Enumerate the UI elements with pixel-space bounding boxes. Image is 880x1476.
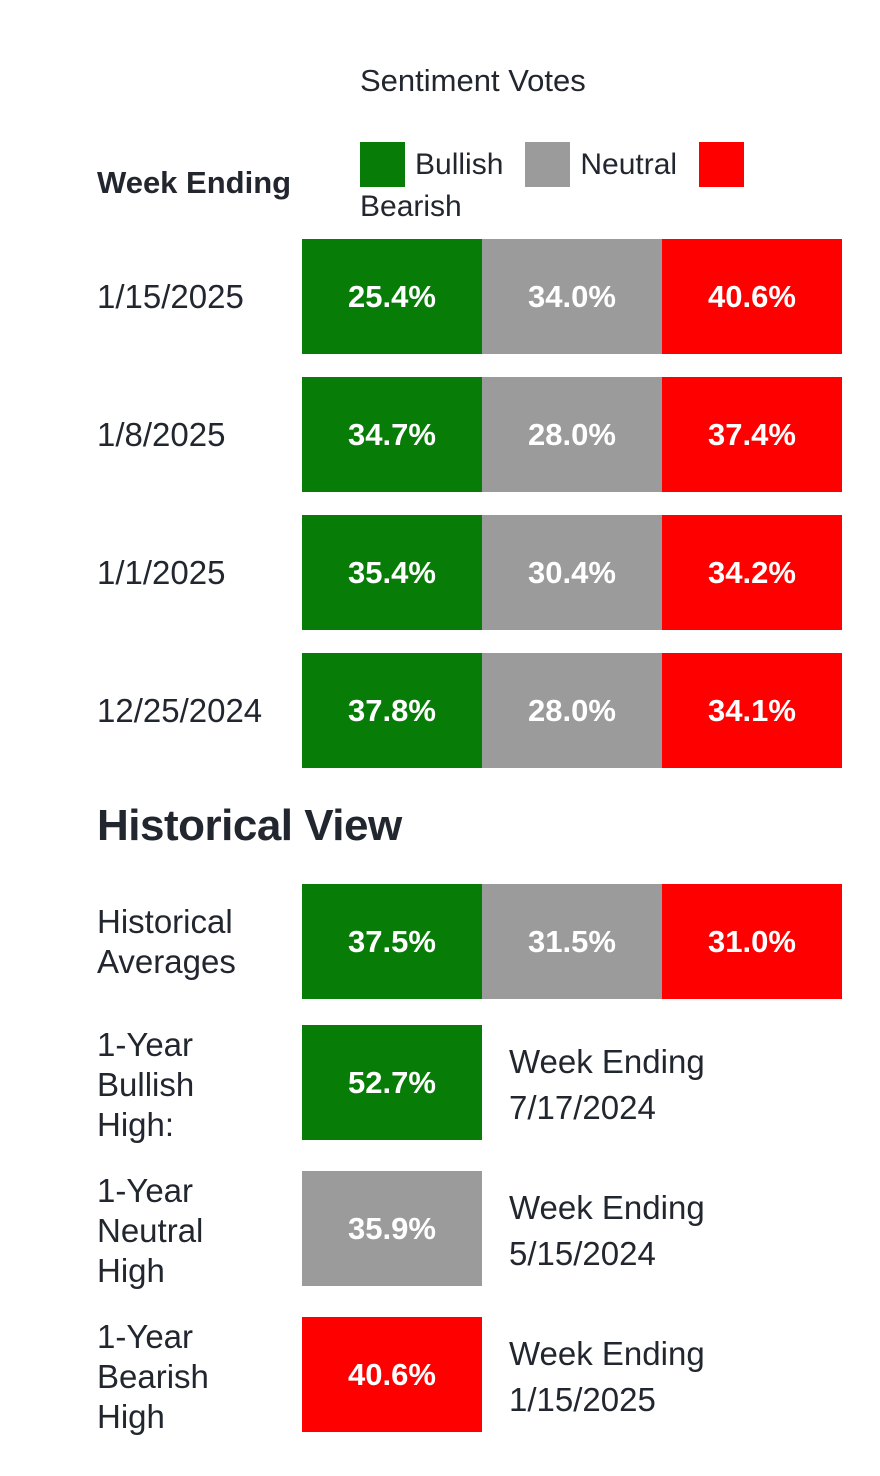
note-date: 1/15/2025: [509, 1381, 656, 1418]
bullish-segment: 34.7%: [302, 377, 482, 492]
one-year-bullish-high-label: 1-Year Bullish High:: [97, 1026, 195, 1143]
neutral-high-block: 35.9%: [302, 1171, 482, 1286]
neutral-high-week-note: Week Ending 5/15/2024: [509, 1171, 705, 1291]
one-year-bearish-high-label: 1-Year Bearish High: [97, 1318, 209, 1435]
bearish-legend-swatch-icon: [699, 142, 745, 187]
sentiment-bar: 35.4% 30.4% 34.2%: [302, 515, 842, 630]
sentiment-bar: 25.4% 34.0% 40.6%: [302, 239, 842, 354]
neutral-legend-label: Neutral: [580, 147, 678, 181]
bullish-legend-swatch-icon: [360, 142, 405, 187]
weekly-row: 1/15/2025 25.4% 34.0% 40.6%: [97, 239, 842, 354]
legend-row: Week Ending Bullish Neutral Bearish: [97, 142, 842, 224]
bearish-segment: 34.1%: [662, 653, 842, 768]
note-line: Week Ending: [509, 1335, 705, 1372]
note-line: Week Ending: [509, 1043, 705, 1080]
legend: Bullish Neutral Bearish: [360, 142, 780, 224]
note-line: Week Ending: [509, 1189, 705, 1226]
bearish-segment: 40.6%: [662, 239, 842, 354]
week-ending-column-header: Week Ending: [97, 165, 292, 200]
historical-view-heading: Historical View: [97, 801, 402, 850]
weekly-rows: 1/15/2025 25.4% 34.0% 40.6% 1/8/2025 34.…: [97, 239, 842, 768]
header: Sentiment Votes: [97, 62, 842, 100]
one-year-neutral-high-label: 1-Year Neutral High: [97, 1172, 204, 1289]
sentiment-bar: 37.8% 28.0% 34.1%: [302, 653, 842, 768]
bearish-segment: 37.4%: [662, 377, 842, 492]
bullish-segment: 35.4%: [302, 515, 482, 630]
neutral-segment: 31.5%: [482, 884, 662, 999]
week-ending-date: 12/25/2024: [97, 691, 263, 729]
bearish-segment: 34.2%: [662, 515, 842, 630]
weekly-row: 12/25/2024 37.8% 28.0% 34.1%: [97, 653, 842, 768]
bearish-segment: 31.0%: [662, 884, 842, 999]
bearish-high-week-note: Week Ending 1/15/2025: [509, 1317, 705, 1437]
bullish-high-week-note: Week Ending 7/17/2024: [509, 1025, 705, 1145]
neutral-segment: 28.0%: [482, 653, 662, 768]
chart-title: Sentiment Votes: [360, 63, 586, 98]
note-date: 7/17/2024: [509, 1089, 656, 1126]
week-ending-date: 1/1/2025: [97, 553, 226, 591]
bullish-segment: 37.8%: [302, 653, 482, 768]
week-ending-date: 1/8/2025: [97, 415, 226, 453]
historical-averages-bar: 37.5% 31.5% 31.0%: [302, 884, 842, 999]
one-year-neutral-high-row: 1-Year Neutral High 35.9% Week Ending 5/…: [97, 1171, 842, 1291]
one-year-bullish-high-row: 1-Year Bullish High: 52.7% Week Ending 7…: [97, 1025, 842, 1145]
historical-averages-row: Historical Averages 37.5% 31.5% 31.0%: [97, 884, 842, 999]
sentiment-bar: 34.7% 28.0% 37.4%: [302, 377, 842, 492]
bearish-high-block: 40.6%: [302, 1317, 482, 1432]
weekly-row: 1/1/2025 35.4% 30.4% 34.2%: [97, 515, 842, 630]
historical-averages-label: Historical Averages: [97, 902, 236, 980]
week-ending-date: 1/15/2025: [97, 277, 244, 315]
bullish-segment: 25.4%: [302, 239, 482, 354]
bullish-legend-label: Bullish: [415, 147, 504, 181]
bullish-high-block: 52.7%: [302, 1025, 482, 1140]
bullish-segment: 37.5%: [302, 884, 482, 999]
neutral-segment: 30.4%: [482, 515, 662, 630]
neutral-segment: 28.0%: [482, 377, 662, 492]
neutral-legend-swatch-icon: [525, 142, 571, 187]
neutral-segment: 34.0%: [482, 239, 662, 354]
note-date: 5/15/2024: [509, 1235, 656, 1272]
weekly-row: 1/8/2025 34.7% 28.0% 37.4%: [97, 377, 842, 492]
bearish-legend-label: Bearish: [360, 190, 462, 223]
one-year-bearish-high-row: 1-Year Bearish High 40.6% Week Ending 1/…: [97, 1317, 842, 1437]
